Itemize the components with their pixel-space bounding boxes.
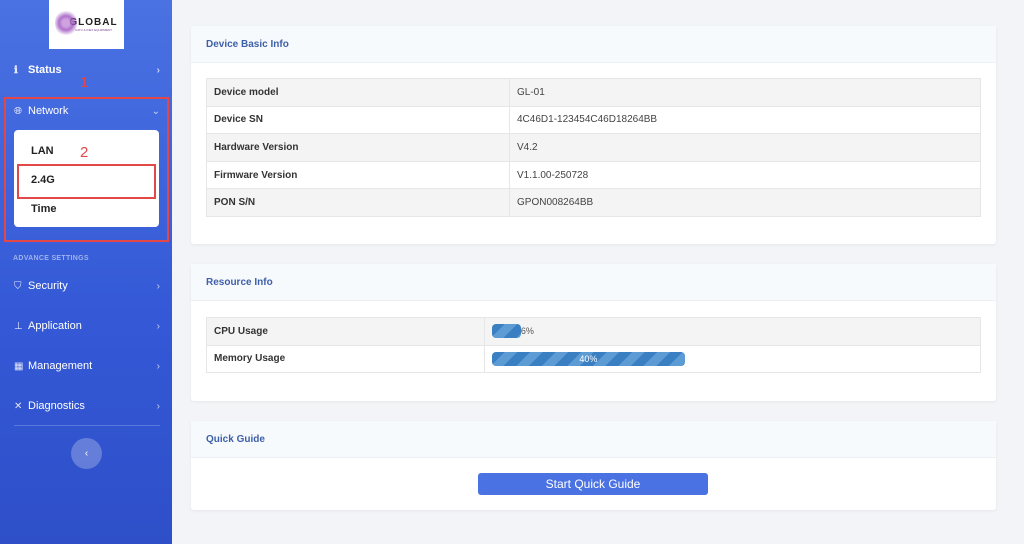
annotation-box-2-4g [17,164,156,199]
chevron-right-icon: › [156,360,160,372]
resource-info-card: Resource Info CPU Usage 6% Memory Usage … [191,264,996,401]
row-label: Firmware Version [206,160,510,190]
section-header: ADVANCE SETTINGS [13,255,89,262]
row-value: 4C46D1-123454C46D18264BB [509,105,981,135]
toolbox-icon: ▦ [14,360,24,372]
table-row: Device SN 4C46D1-123454C46D18264BB [206,105,981,135]
network-submenu: LAN 2.4G Time [14,130,159,227]
annotation-2: 2 [80,144,89,161]
card-title: Quick Guide [191,421,996,458]
submenu-item-2-4g[interactable]: 2.4G [31,174,55,186]
table-row: Hardware Version V4.2 [206,133,981,162]
device-info-table: Device model GL-01 Device SN 4C46D1-123454C… [206,78,981,217]
row-value: V4.2 [509,133,981,162]
annotation-box-network [4,97,169,242]
sidebar-item-network[interactable]: 🌐︎ Network ⌄ [14,105,160,117]
row-value: GL-01 [509,78,981,107]
table-row: Memory Usage 40% [206,344,981,374]
logo: GLOBAL CATV & INET EQUIPMENT [49,0,124,49]
info-icon: ℹ [14,64,18,76]
row-label: Hardware Version [206,133,510,162]
sidebar-item-security[interactable]: ⛉ Security › [14,280,160,292]
row-label: Device model [206,78,510,107]
table-row: Firmware Version V1.1.00-250728 [206,160,981,190]
row-value: GPON008264BB [509,188,981,217]
submenu-item-lan[interactable]: LAN [31,145,54,157]
card-title: Device Basic Info [191,26,996,63]
chevron-right-icon: › [156,64,160,76]
table-row: CPU Usage 6% [206,317,981,346]
resource-table: CPU Usage 6% Memory Usage 40% [206,317,981,374]
row-label: Memory Usage [206,344,485,374]
sidebar-item-diagnostics[interactable]: ✕ Diagnostics › [14,400,160,412]
tools-icon: ✕ [14,400,23,412]
collapse-sidebar-button[interactable]: ‹ [71,438,102,469]
device-info-card: Device Basic Info Device model GL-01 Devic… [191,26,996,244]
annotation-1: 1 [80,74,89,91]
row-label: Device SN [206,105,510,135]
globe-icon: 🌐︎ [14,105,22,117]
quick-guide-card: Quick Guide Start Quick Guide [191,421,996,510]
submenu-item-time[interactable]: Time [31,203,57,215]
sidebar-item-management[interactable]: ▦ Management › [14,360,160,372]
sidebar-item-application[interactable]: ⊥ Application › [14,320,160,332]
cpu-progress-bar [492,324,521,339]
table-row: PON S/N GPON008264BB [206,188,981,217]
sitemap-icon: ⊥ [14,320,23,332]
chevron-right-icon: › [156,320,160,332]
sidebar-item-status[interactable]: ℹ Status › [14,64,160,76]
start-quick-guide-button[interactable]: Start Quick Guide [478,473,708,495]
row-label: PON S/N [206,188,510,217]
shield-icon: ⛉ [14,280,22,292]
divider [14,425,160,426]
table-row: Device model GL-01 [206,78,981,107]
chevron-right-icon: › [156,280,160,292]
memory-usage-value: 40% [579,353,598,364]
chevron-right-icon: › [156,400,160,412]
cpu-usage-value: 6% [520,326,534,337]
memory-progress-bar: 40% [492,351,685,366]
chevron-down-icon: ⌄ [151,105,160,117]
row-label: CPU Usage [206,317,485,346]
card-title: Resource Info [191,264,996,301]
sidebar: GLOBAL CATV & INET EQUIPMENT ℹ Status › 1 🌐… [0,0,172,544]
row-value: V1.1.00-250728 [509,160,981,190]
